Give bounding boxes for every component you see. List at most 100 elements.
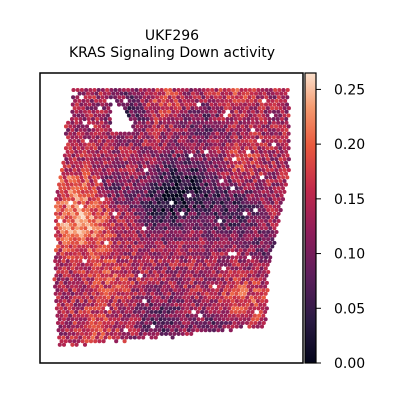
spot [238, 218, 243, 224]
spot [99, 109, 104, 114]
spot [72, 208, 77, 213]
spot [219, 124, 224, 129]
spot [128, 284, 133, 289]
spot [225, 135, 230, 140]
spot [98, 251, 103, 256]
spot [194, 229, 199, 235]
spot [192, 175, 197, 180]
spot [95, 309, 100, 315]
spot [96, 280, 101, 285]
spot [236, 320, 241, 326]
spot [200, 149, 205, 154]
spot [211, 208, 216, 213]
spot [79, 102, 84, 107]
spot [91, 266, 96, 271]
spot [263, 284, 268, 289]
spot [156, 313, 161, 318]
spot [115, 98, 120, 103]
spot [127, 168, 132, 173]
spot [79, 248, 84, 253]
spot [86, 171, 91, 176]
spot [104, 255, 109, 260]
spot [152, 269, 157, 275]
spot [89, 106, 94, 111]
spot [127, 215, 132, 220]
spot [164, 168, 170, 173]
spot [113, 175, 118, 180]
spot [102, 302, 107, 307]
spot [240, 269, 246, 275]
spot [232, 244, 237, 249]
spot [129, 175, 134, 180]
spot [77, 193, 83, 198]
spot [254, 160, 259, 165]
spot [63, 146, 69, 151]
spot [77, 91, 82, 96]
spot [152, 288, 157, 293]
spot [108, 248, 113, 253]
spot [251, 233, 256, 238]
spot [188, 273, 193, 278]
spot [225, 120, 230, 125]
spot [107, 259, 112, 264]
spot [89, 320, 94, 326]
spot [148, 320, 153, 326]
spot [119, 98, 124, 103]
spot [144, 269, 149, 275]
spot [211, 229, 216, 235]
spot [192, 127, 197, 133]
spot [264, 87, 269, 93]
spot [154, 266, 159, 271]
spot [91, 248, 96, 253]
spot [105, 138, 111, 144]
spot [91, 135, 96, 140]
spot [268, 233, 273, 238]
spot [279, 193, 284, 198]
spot [80, 113, 85, 118]
spot [239, 175, 244, 180]
spot [95, 284, 100, 289]
spot [199, 182, 204, 187]
spot [187, 171, 192, 176]
spot [230, 95, 235, 100]
spot [126, 280, 131, 285]
spot [54, 299, 59, 304]
spot [259, 266, 264, 271]
spot [187, 117, 192, 122]
spot [226, 164, 231, 169]
spot [259, 291, 264, 296]
spot [219, 251, 224, 256]
spot [236, 200, 241, 205]
spot [168, 131, 174, 136]
spot [187, 182, 192, 187]
spot [110, 269, 115, 275]
spot [232, 91, 238, 96]
spot [183, 135, 188, 140]
spot [116, 309, 121, 315]
spot [112, 324, 118, 329]
spot [62, 197, 67, 202]
spot [196, 291, 201, 296]
spot [114, 146, 119, 151]
spot [208, 149, 213, 154]
spot [166, 142, 171, 147]
spot [140, 277, 145, 282]
spot [211, 91, 217, 96]
spot [234, 204, 239, 209]
spot [253, 215, 258, 220]
spot [77, 269, 82, 275]
spot [198, 146, 203, 151]
spot [168, 280, 173, 285]
spot [142, 240, 147, 245]
spot [185, 306, 190, 311]
spot [249, 106, 254, 111]
spot [64, 328, 70, 333]
spot [125, 299, 130, 304]
spot [208, 160, 213, 165]
spot [190, 251, 195, 256]
spot [278, 131, 283, 136]
spot [240, 288, 245, 293]
spot [261, 251, 266, 256]
spot [131, 178, 136, 184]
spot [249, 215, 254, 220]
